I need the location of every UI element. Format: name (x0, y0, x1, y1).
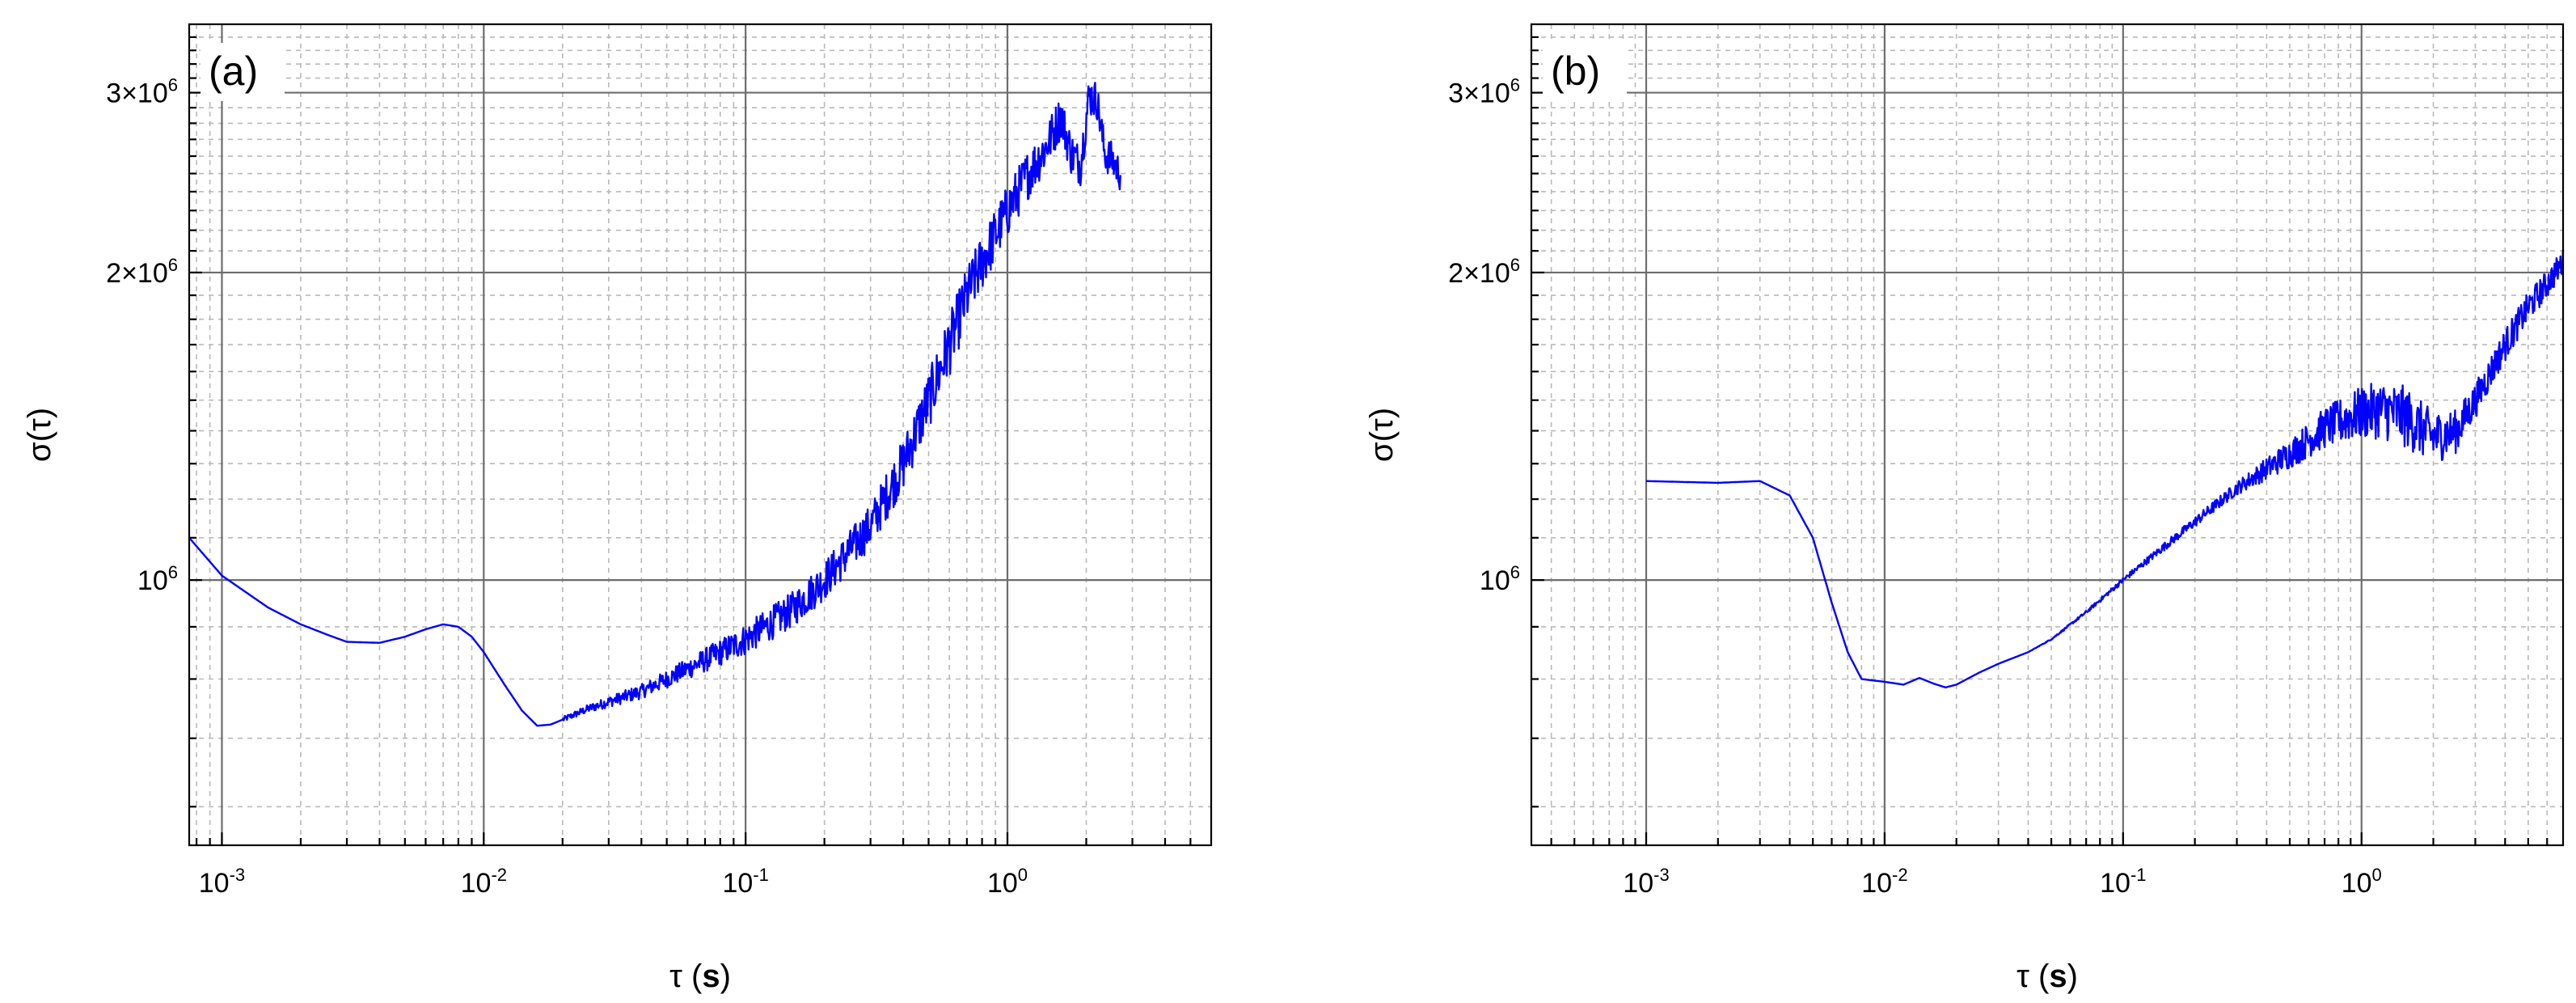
x-tick-label: 10-1 (722, 865, 768, 899)
plot-frame (1530, 23, 2565, 847)
x-tick-label: 10-2 (461, 865, 507, 899)
y-tick-label: 3×106 (1448, 75, 1520, 109)
panel-label-background (201, 43, 285, 101)
y-axis-label: σ(τ) (1364, 408, 1400, 462)
y-tick-label: 2×106 (106, 255, 178, 289)
y-axis-label: σ(τ) (22, 408, 57, 462)
y-tick-label: 2×106 (1448, 255, 1520, 289)
x-tick-label: 100 (2342, 865, 2382, 899)
y-tick-label: 106 (137, 562, 178, 596)
chart-panel-b: 10-3 10-2 10-1 100 106 2×106 3×106 (b) σ(τ) τ (s) (1364, 23, 2565, 994)
x-tick-label: 10-3 (199, 865, 245, 899)
x-axis-label: τ (s) (669, 959, 731, 994)
y-tick-label: 3×106 (106, 75, 178, 109)
y-tick-label: 106 (1480, 562, 1520, 596)
x-tick-label: 100 (987, 865, 1028, 899)
chart-panel-a: 10-3 10-2 10-1 100 106 2×106 3×106 (a) σ(τ) τ (s) (22, 23, 1213, 994)
x-tick-label: 10-2 (1861, 865, 1907, 899)
x-tick-label: 10-1 (2100, 865, 2146, 899)
panel-label: (b) (1551, 49, 1600, 94)
series-line (188, 82, 1121, 727)
panel-label: (a) (209, 49, 258, 94)
series-line (1645, 249, 2565, 689)
x-axis-label: τ (s) (2016, 959, 2078, 994)
panel-label-background (1543, 43, 1627, 101)
x-tick-label: 10-3 (1623, 865, 1669, 899)
plot-frame (188, 23, 1213, 847)
